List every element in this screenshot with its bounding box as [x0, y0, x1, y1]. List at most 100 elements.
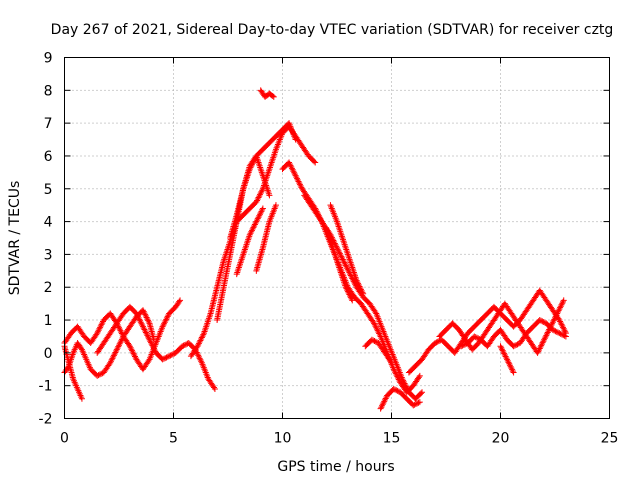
data-point-fill [459, 342, 466, 349]
data-point-fill [555, 307, 562, 314]
data-point-fill [131, 352, 138, 359]
series-sat-track-10 [257, 87, 277, 100]
data-point-fill [200, 331, 207, 338]
data-point-fill [535, 348, 542, 355]
data-point [360, 290, 367, 297]
series-sat-track-9 [253, 202, 279, 274]
data-point-fill [167, 352, 174, 359]
data-point-fill [136, 316, 143, 323]
data-point-fill [97, 324, 104, 331]
data-point-fill [288, 165, 295, 172]
data-point [504, 356, 511, 363]
data-point-fill [198, 334, 205, 341]
data-point-fill [339, 255, 346, 262]
data-point-fill [148, 341, 155, 348]
data-point-fill [108, 358, 115, 365]
data-point-fill [558, 321, 565, 328]
data-point-fill [145, 357, 152, 364]
data-point-fill [498, 344, 505, 351]
data-point-fill [331, 240, 338, 247]
data-point-fill [342, 262, 349, 269]
data-point-fill [379, 401, 386, 408]
data-point-fill [558, 331, 565, 338]
y-axis-title: SDTVAR / TECUs [7, 181, 23, 296]
data-point-fill [400, 379, 407, 386]
data-point [349, 297, 356, 304]
series-sat-track-15 [362, 336, 395, 366]
data-point-fill [111, 350, 118, 357]
data-point-fill [164, 313, 171, 320]
data-point-fill [255, 214, 262, 221]
data-point-fill [562, 328, 569, 335]
data-point-fill [149, 342, 156, 349]
data-point-fill [473, 334, 480, 341]
y-tick-label: 2 [44, 280, 53, 296]
data-point-fill [505, 359, 512, 366]
data-point-fill [552, 313, 559, 320]
data-point-fill [296, 181, 303, 188]
data-point [194, 343, 201, 350]
data-point-fill [291, 169, 298, 176]
data-point-fill [343, 263, 350, 270]
data-point [556, 330, 563, 337]
data-point-fill [110, 353, 117, 360]
data-point-fill [536, 346, 543, 353]
data-point-fill [556, 306, 563, 313]
data-point-fill [99, 319, 106, 326]
plot-frame [64, 57, 610, 419]
data-point-fill [151, 346, 158, 353]
data-point-fill [411, 401, 418, 408]
data-point-fill [180, 342, 187, 349]
y-tick-label: 6 [44, 149, 53, 165]
data-point-fill [403, 384, 410, 391]
data-point-fill [349, 276, 356, 283]
series-sat-track-16 [377, 385, 423, 412]
data-point [253, 218, 260, 225]
data-point-fill [539, 318, 546, 325]
series-sat-track-13 [327, 202, 367, 297]
data-point-fill [499, 347, 506, 354]
data-point-fill [347, 294, 354, 301]
data-point-fill [258, 188, 265, 195]
data-point [78, 395, 85, 402]
data-point-fill [210, 384, 217, 391]
data-point [159, 356, 166, 363]
data-point [253, 198, 260, 205]
data-point-fill [537, 344, 544, 351]
data-point [94, 330, 101, 337]
data-point-fill [356, 283, 363, 290]
data-point-fill [117, 339, 124, 346]
data-point-fill [294, 175, 301, 182]
data-point-fill [558, 301, 565, 308]
x-tick-label: 5 [169, 431, 178, 447]
data-point-fill [374, 327, 381, 334]
data-point [497, 343, 504, 350]
data-point-fill [251, 157, 258, 164]
data-point-fill [248, 163, 255, 170]
data-point-fill [536, 345, 543, 352]
data-point-fill [194, 350, 201, 357]
data-point-fill [554, 309, 561, 316]
data-point-fill [357, 286, 364, 293]
data-point [471, 333, 478, 340]
data-point-fill [141, 310, 148, 317]
data-point [419, 389, 426, 396]
data-point-fill [127, 344, 134, 351]
data-point-fill [163, 314, 170, 321]
data-point [554, 310, 561, 317]
y-tick-label: -2 [39, 412, 53, 428]
data-point [133, 310, 140, 317]
data-point-fill [134, 313, 141, 320]
data-point-fill [559, 300, 566, 307]
data-point [94, 372, 101, 379]
data-point-fill [254, 197, 261, 204]
data-point-fill [176, 298, 183, 305]
data-point-fill [128, 346, 135, 353]
data-point-fill [544, 329, 551, 336]
data-point-fill [294, 177, 301, 184]
data-point-fill [349, 275, 356, 282]
data-point-fill [139, 322, 146, 329]
data-point-fill [116, 340, 123, 347]
data-point-fill [98, 321, 105, 328]
